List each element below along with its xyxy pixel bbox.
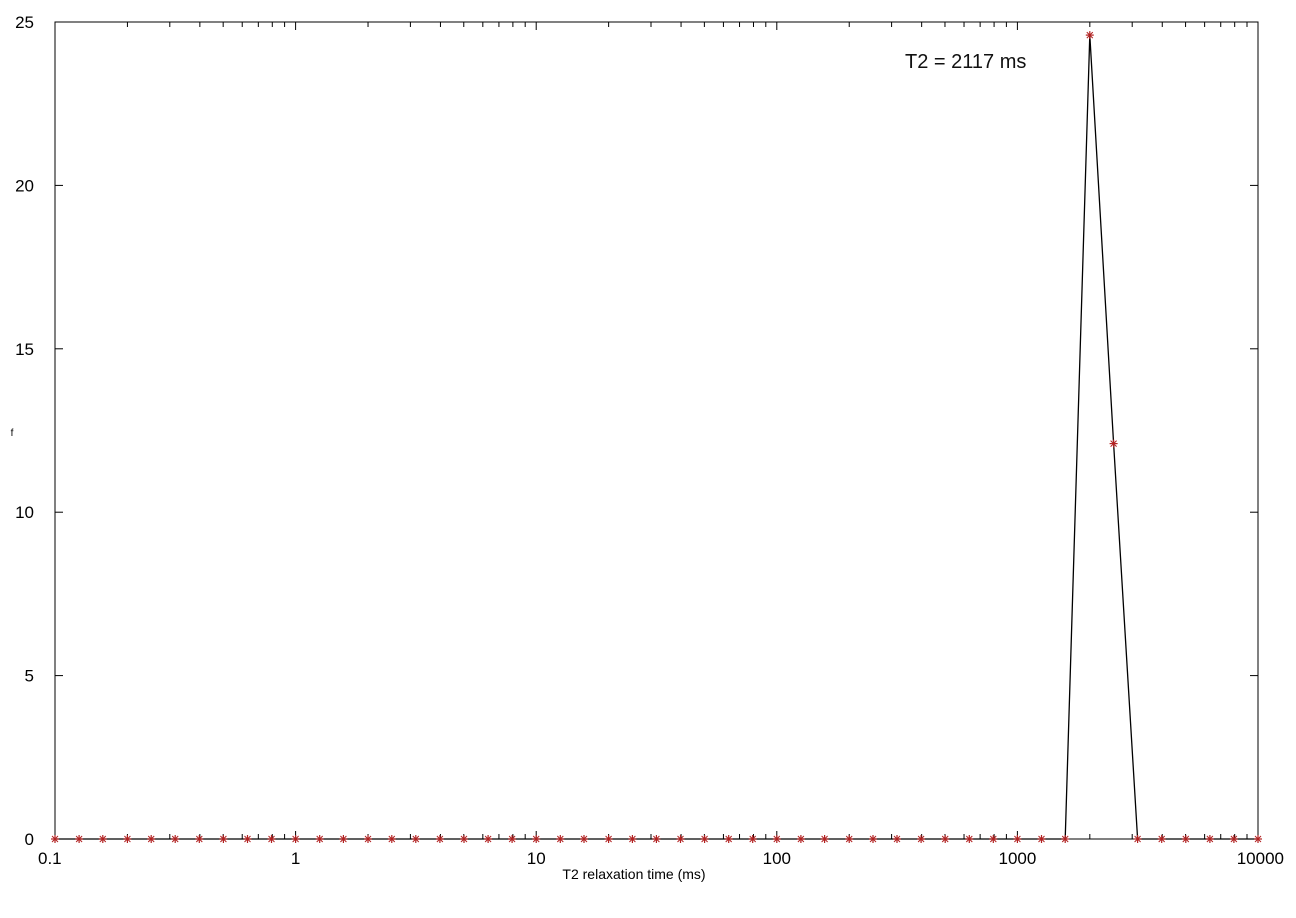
series-markers: [51, 31, 1262, 843]
data-point: [1037, 835, 1046, 843]
data-point: [772, 835, 781, 843]
data-point: [796, 835, 805, 843]
data-point: [869, 835, 877, 843]
x-tick-label: 1000: [998, 849, 1036, 868]
data-point: [75, 835, 84, 843]
data-point: [965, 835, 974, 843]
y-tick-label: 0: [25, 830, 34, 849]
y-tick-labels: 0 5 10 15 20 25: [15, 13, 34, 849]
data-point: [1061, 835, 1070, 843]
data-point: [51, 835, 59, 843]
data-point: [411, 835, 420, 843]
data-point: [387, 835, 396, 843]
data-point: [460, 835, 468, 843]
data-point: [820, 835, 829, 843]
series-line: [55, 35, 1258, 840]
x-tick-label: 0.1: [38, 849, 62, 868]
data-point: [1085, 31, 1094, 40]
data-point: [291, 835, 300, 843]
data-point: [989, 835, 998, 843]
data-point: [364, 835, 372, 843]
peak-annotation: T2 = 2117 ms: [905, 51, 1026, 73]
data-point: [676, 835, 685, 843]
data-point: [1205, 835, 1214, 843]
y-tick-label: 25: [15, 13, 34, 32]
data-point: [171, 835, 180, 843]
data-point: [652, 835, 661, 843]
x-tick-label: 1: [291, 849, 300, 868]
data-point: [98, 835, 107, 843]
data-point: [700, 835, 709, 843]
data-point: [604, 835, 613, 843]
data-point: [532, 835, 541, 843]
data-point: [243, 835, 252, 843]
data-point: [845, 835, 854, 843]
data-point: [580, 835, 588, 843]
y-tick-label: 15: [15, 340, 34, 359]
data-point: [1013, 835, 1022, 843]
y-tick-label: 5: [25, 667, 34, 686]
data-point: [1254, 835, 1262, 843]
data-point: [435, 835, 444, 843]
data-point: [267, 835, 276, 843]
y-tick-label: 20: [15, 176, 34, 195]
data-point: [219, 835, 228, 843]
data-point: [893, 835, 901, 843]
x-axis-label: T2 relaxation time (ms): [562, 866, 705, 882]
x-tick-label: 10: [527, 849, 546, 868]
data-point: [556, 835, 565, 843]
data-point: [339, 835, 348, 843]
data-point: [195, 835, 204, 843]
x-tick-label: 10000: [1237, 849, 1284, 868]
data-point: [1229, 835, 1238, 843]
data-point: [1181, 835, 1190, 843]
x-tick-label: 100: [763, 849, 791, 868]
data-point: [724, 835, 733, 843]
data-point: [1133, 835, 1142, 843]
data-point: [628, 835, 637, 843]
data-point: [1109, 439, 1118, 448]
data-point: [315, 835, 324, 843]
data-point: [147, 835, 156, 843]
data-point: [748, 835, 757, 843]
data-point: [508, 835, 517, 843]
y-axis-label: f: [11, 428, 14, 439]
x-tick-labels: 0.1 1 10 100 1000 10000: [38, 849, 1284, 868]
data-point: [1157, 835, 1166, 843]
data-point: [123, 835, 132, 843]
data-point: [484, 835, 493, 843]
data-point: [917, 835, 926, 843]
y-tick-label: 10: [15, 503, 34, 522]
data-point: [941, 835, 950, 843]
